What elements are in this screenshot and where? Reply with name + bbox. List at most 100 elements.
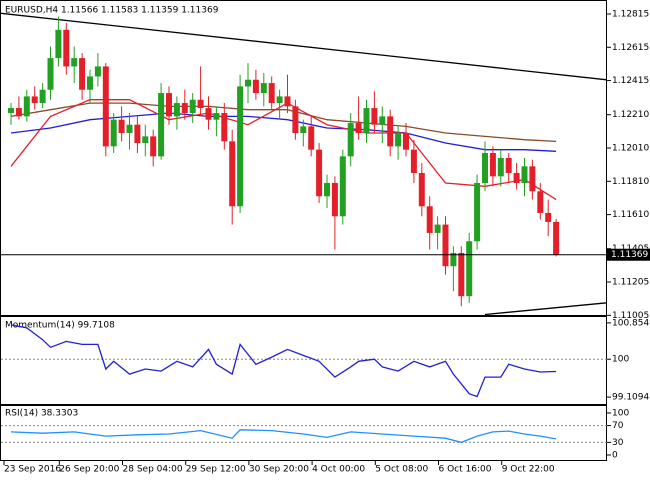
candle-body xyxy=(466,241,473,297)
candle-body xyxy=(229,141,236,207)
candle-body xyxy=(403,133,409,150)
candle-body xyxy=(87,76,93,90)
candle-body xyxy=(39,89,46,104)
candle-body xyxy=(537,191,544,213)
y-tick-label: 0 xyxy=(612,451,618,461)
candle-body xyxy=(276,96,283,104)
candle-body xyxy=(418,172,425,207)
candle-body xyxy=(363,108,370,134)
candle-body xyxy=(442,224,449,267)
y-tick-label: 1.11610 xyxy=(612,210,649,220)
candle-body xyxy=(181,103,188,114)
candle-body xyxy=(118,119,125,134)
candle-body xyxy=(47,58,54,90)
candle-body xyxy=(260,83,267,94)
candle-body xyxy=(63,29,70,67)
y-tick-label: 100.8549 xyxy=(612,318,650,328)
y-tick-label: 99.1094 xyxy=(612,393,649,403)
candle-body xyxy=(221,113,228,142)
candle-body xyxy=(497,158,504,177)
candle-body xyxy=(205,108,212,120)
candle-body xyxy=(331,182,338,217)
candle-body xyxy=(237,86,244,207)
candle-body xyxy=(553,221,560,255)
candle-body xyxy=(71,58,78,67)
y-tick-label: 1.12010 xyxy=(612,144,649,154)
rsi-title: RSI(14) 38.3303 xyxy=(5,409,78,419)
y-tick-label: 1.11005 xyxy=(612,311,649,321)
indicator-line xyxy=(1,12,607,81)
y-tick-label: 1.11205 xyxy=(612,278,649,288)
candle-body xyxy=(110,119,117,147)
candle-body xyxy=(189,99,196,114)
candle-body xyxy=(513,172,520,183)
candle-body xyxy=(150,136,157,157)
candle-body xyxy=(410,149,417,173)
candle-body xyxy=(252,79,259,94)
y-tick-label: 1.12815 xyxy=(612,9,649,19)
candle-body xyxy=(55,29,62,59)
last-price-label: 1.11369 xyxy=(611,250,648,260)
x-tick-label: 26 Sep 20:00 xyxy=(59,465,119,475)
momentum-title: Momentum(14) 99.7108 xyxy=(5,321,115,331)
y-tick-label: 30 xyxy=(612,438,624,448)
candle-body xyxy=(166,93,172,117)
y-tick-label: 1.12210 xyxy=(612,110,649,120)
candle-body xyxy=(387,116,394,147)
candle-body xyxy=(134,124,141,144)
candle-body xyxy=(426,206,433,233)
candle-body xyxy=(15,108,22,117)
candle-body xyxy=(482,153,488,183)
candle-body xyxy=(434,224,441,233)
candle-body xyxy=(8,108,14,114)
candle-body xyxy=(245,79,251,87)
candle-body xyxy=(505,158,512,173)
y-tick-label: 100 xyxy=(612,355,629,365)
indicator-line xyxy=(10,429,557,444)
y-tick-label: 1.12415 xyxy=(612,76,649,86)
candle-body xyxy=(158,93,165,157)
chart-title: EURUSD,H4 1.11566 1.11583 1.11359 1.1136… xyxy=(5,6,219,16)
candle-body xyxy=(126,124,133,134)
candle-body xyxy=(142,136,149,144)
candle-body xyxy=(450,252,457,267)
candle-body xyxy=(300,126,307,134)
candle-body xyxy=(545,212,552,222)
candle-body xyxy=(371,108,378,125)
x-tick-label: 6 Oct 16:00 xyxy=(439,465,492,475)
candle-body xyxy=(355,123,362,134)
x-tick-label: 5 Oct 08:00 xyxy=(375,465,428,475)
candle-body xyxy=(173,103,180,117)
y-tick-label: 100 xyxy=(612,408,629,418)
candle-body xyxy=(395,133,402,147)
candle-body xyxy=(324,182,330,197)
candle-body xyxy=(292,106,299,134)
indicator-line xyxy=(10,324,557,398)
candle-body xyxy=(79,58,86,90)
candle-body xyxy=(458,252,465,297)
x-tick-label: 23 Sep 2016 xyxy=(4,465,61,475)
candle-body xyxy=(474,182,481,242)
candle-body xyxy=(316,149,323,197)
candle-body xyxy=(308,126,315,150)
main-pane xyxy=(0,0,607,316)
candle-body xyxy=(284,96,291,107)
candle-body xyxy=(347,123,354,157)
candle-body xyxy=(521,166,528,183)
y-tick-label: 1.11810 xyxy=(612,177,649,187)
candle-body xyxy=(102,66,109,147)
indicator-line xyxy=(484,302,607,315)
candle-body xyxy=(379,116,386,125)
pane-frames xyxy=(0,0,607,461)
rsi-pane xyxy=(0,405,607,461)
candle-body xyxy=(31,96,38,104)
last-price-box xyxy=(607,248,650,261)
x-tick-label: 9 Oct 22:00 xyxy=(502,465,555,475)
y-tick-label: 1.12615 xyxy=(612,43,649,53)
candle-body xyxy=(23,96,30,117)
x-tick-label: 30 Sep 20:00 xyxy=(249,465,309,475)
candle-body xyxy=(489,153,496,177)
momentum-pane xyxy=(0,316,607,405)
x-tick-label: 29 Sep 12:00 xyxy=(186,465,246,475)
